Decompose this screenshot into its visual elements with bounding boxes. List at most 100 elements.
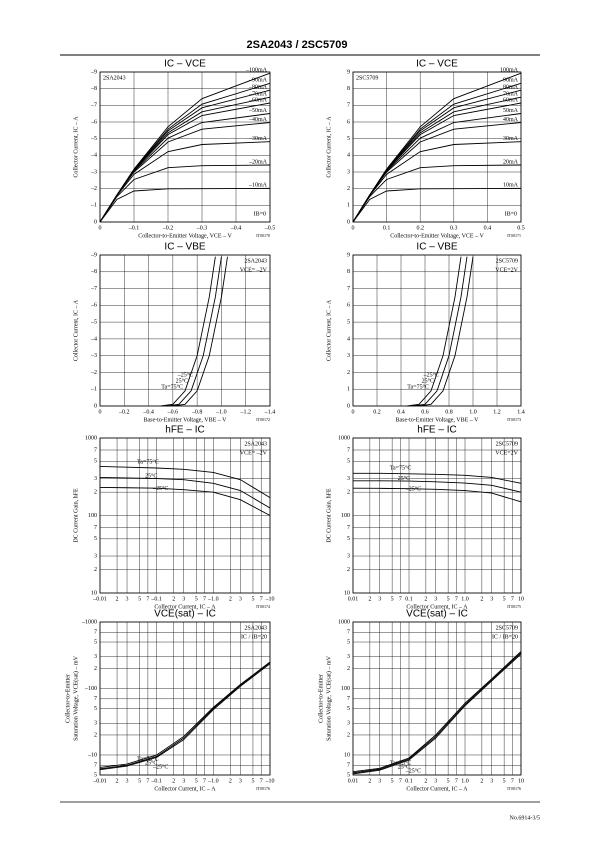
figure-code: IT00175 — [507, 604, 521, 609]
x-tick-label: 7 — [260, 596, 263, 602]
y-tick-label: 7 — [94, 447, 97, 453]
x-tick-label: 2 — [229, 778, 232, 784]
y-tick-label: –6 — [90, 303, 97, 309]
x-tick-label: 0.01 — [348, 596, 359, 602]
curve — [99, 487, 271, 516]
curve — [99, 89, 271, 223]
figure-code: IT00174 — [256, 604, 270, 609]
x-tick-label: 10 — [518, 596, 524, 602]
y-tick-label: 5 — [347, 706, 350, 712]
curve-label: –70mA — [248, 92, 268, 98]
figure-code: IT00176 — [507, 786, 521, 791]
curve — [99, 476, 271, 509]
curve — [172, 256, 228, 407]
x-tick-label: 2 — [229, 596, 232, 602]
y-tick-label: –100 — [84, 686, 97, 692]
x-tick-label: 7 — [455, 596, 458, 602]
curve-label: –50mA — [248, 108, 268, 114]
y-tick-label: 9 — [347, 252, 350, 258]
curve-label: –25°C — [423, 371, 439, 378]
chart-title: IC – VBE — [164, 242, 205, 253]
x-axis-label: Collector Current, IC – A — [154, 786, 216, 792]
y-tick-label: 5 — [94, 639, 97, 645]
curve-label: 10mA — [503, 183, 519, 189]
y-tick-label: 2 — [347, 567, 350, 573]
y-tick-label: 7 — [347, 630, 350, 636]
y-tick-label: –2 — [90, 186, 97, 192]
y-tick-label: 5 — [347, 459, 350, 465]
x-tick-label: 3 — [239, 778, 242, 784]
curve-label: –80mA — [248, 85, 268, 91]
y-axis-label: Collector Current, IC – A — [326, 116, 332, 178]
y-tick-label: 10 — [344, 752, 350, 758]
y-tick-label: 3 — [347, 169, 350, 175]
x-tick-label: –1.0 — [207, 778, 219, 784]
figure-code: IT00170 — [256, 233, 270, 238]
y-tick-label: 100 — [88, 513, 97, 519]
curve — [99, 113, 271, 223]
y-tick-label: –8 — [90, 86, 97, 92]
y-tick-label: –5 — [90, 136, 97, 142]
curve — [99, 164, 271, 223]
x-tick-label: 1.4 — [517, 409, 525, 415]
figure-code: IT00173 — [507, 417, 521, 422]
y-tick-label: 0 — [94, 403, 97, 409]
y-axis-label: Collector-to-Emitter — [318, 674, 324, 723]
curve-label: –20mA — [248, 159, 268, 165]
x-tick-label: 0.1 — [405, 596, 413, 602]
x-tick-label: 3 — [378, 778, 381, 784]
x-tick-label: 0.4 — [484, 225, 492, 231]
x-tick-label: 2 — [480, 778, 483, 784]
x-tick-label: 0.2 — [416, 225, 424, 231]
curve-label: –25°C — [152, 763, 168, 770]
plot-frame — [352, 621, 522, 776]
y-tick-label: 0 — [347, 219, 350, 225]
x-tick-label: 0 — [352, 409, 355, 415]
condition-label: VCE= –2V — [240, 450, 268, 456]
device-label: 2SC5709 — [496, 625, 518, 631]
y-tick-label: 2 — [94, 666, 97, 672]
y-tick-label: 7 — [347, 286, 350, 292]
y-tick-label: 2 — [94, 732, 97, 738]
plot-frame — [352, 71, 522, 223]
y-tick-label: –4 — [90, 153, 97, 159]
y-axis-label: DC Current Gain, hFE — [73, 488, 79, 543]
curve-label: 25°C — [398, 764, 410, 771]
x-tick-label: 7 — [399, 778, 402, 784]
x-tick-label: 0.3 — [450, 225, 458, 231]
y-axis-label: Collector Current, IC – A — [326, 299, 332, 361]
x-tick-label: 5 — [391, 596, 394, 602]
y-tick-label: 2 — [347, 732, 350, 738]
curve-label: 25°C — [145, 760, 157, 767]
y-tick-label: 5 — [347, 772, 350, 778]
curve — [352, 487, 522, 503]
y-tick-label: 0 — [94, 219, 97, 225]
curve — [99, 663, 271, 771]
y-tick-label: 4 — [347, 153, 350, 159]
x-tick-label: 0 — [352, 225, 355, 231]
curve-label: Ta=75°C — [137, 459, 159, 466]
page-number: No.6914-3/5 — [510, 815, 541, 821]
y-tick-label: –5 — [90, 319, 97, 325]
curve — [353, 480, 522, 493]
chart-title: IC – VCE — [164, 59, 206, 70]
condition-label: VCE= –2V — [240, 267, 268, 273]
y-tick-label: 100 — [341, 686, 350, 692]
figure-code: IT00176 — [256, 786, 270, 791]
curve — [352, 82, 522, 223]
y-tick-label: 5 — [94, 772, 97, 778]
x-tick-label: 2 — [172, 778, 175, 784]
x-tick-label: 1.2 — [493, 409, 501, 415]
y-tick-label: 2 — [347, 490, 350, 496]
x-tick-label: –10 — [265, 596, 275, 602]
chart-title: hFE – IC — [417, 425, 456, 436]
device-label: 2SC5709 — [496, 258, 518, 264]
y-tick-label: 7 — [347, 447, 350, 453]
y-tick-label: –7 — [90, 286, 97, 292]
curve-label: 100mA — [500, 68, 519, 74]
y-axis-label: Collector-to-Emitter — [65, 674, 71, 723]
curve — [99, 72, 271, 223]
y-tick-label: 3 — [347, 553, 350, 559]
device-label: 2SA2043 — [244, 625, 267, 631]
y-tick-label: 6 — [347, 119, 350, 125]
